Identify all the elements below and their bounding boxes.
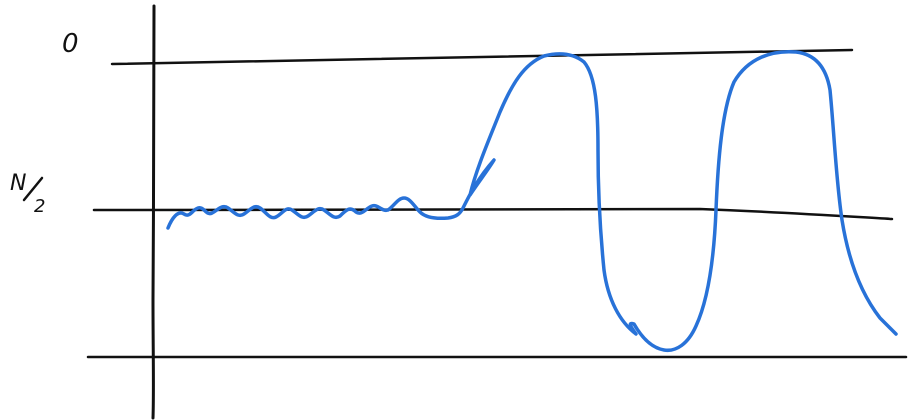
middle-level-label-numerator: N [10,171,26,196]
middle-level-label: N 2 [10,171,45,217]
signal-curve [166,49,898,353]
fraction-slash [22,176,44,202]
top-level-label: 0 [62,29,79,59]
middle-level-label-denominator: 2 [34,196,45,217]
vertical-axis [151,4,156,420]
top-level-line [110,48,854,66]
